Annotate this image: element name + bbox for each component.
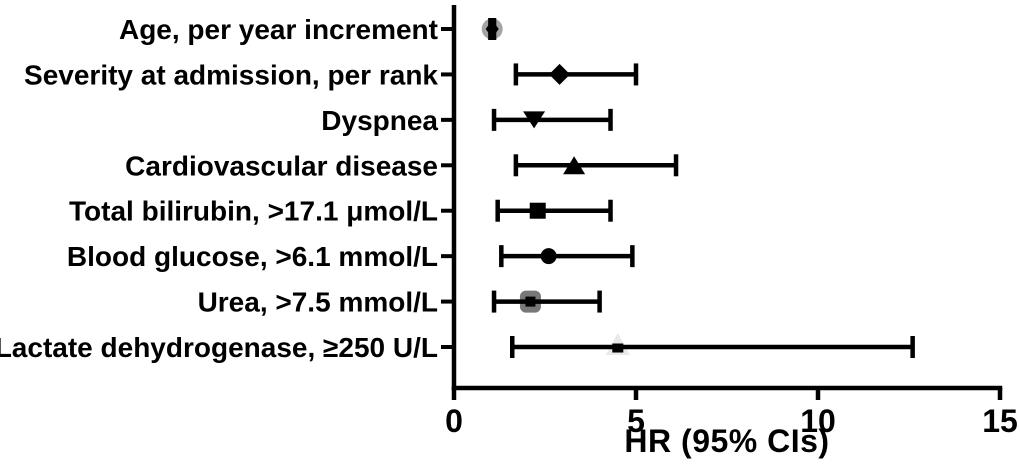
row-label: Severity at admission, per rank [24,59,438,90]
marker-triangle-up [563,156,586,175]
row-label: Age, per year increment [119,14,438,45]
x-axis-title: HR (95% CIs) [624,423,830,459]
x-tick-label: 15 [982,403,1018,439]
marker-square-flat [612,343,624,353]
marker-triangle-down [523,111,546,129]
marker-square-small [525,296,536,307]
marker-circle [540,248,557,265]
row-label: Urea, >7.5 mmol/L [198,287,438,318]
row-label: Lactate dehydrogenase, ≥250 U/L [0,332,438,363]
x-tick-label: 5 [627,403,645,439]
x-tick-label: 0 [445,403,463,439]
row-label: Dyspnea [321,105,438,136]
x-tick-label: 10 [800,403,836,439]
row-label: Total bilirubin, >17.1 μmol/L [69,196,438,227]
row-label: Cardiovascular disease [125,150,438,181]
marker-square [529,202,546,219]
row-label: Blood glucose, >6.1 mmol/L [67,241,438,272]
marker-diamond-small [485,20,499,38]
marker-diamond [549,63,571,85]
